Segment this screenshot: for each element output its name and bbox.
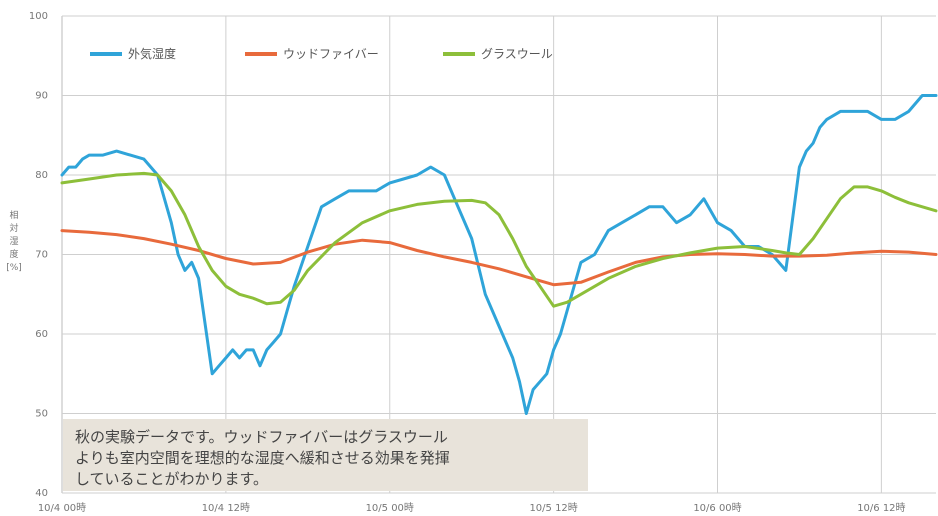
y-axis-label-char: 度	[9, 248, 18, 260]
grid	[61, 15, 936, 494]
y-tick-label: 90	[35, 91, 48, 102]
legend-label: グラスウール	[481, 47, 553, 61]
x-tick-label: 10/4 12時	[202, 502, 250, 514]
y-axis-label-char: [%]	[6, 263, 22, 273]
x-tick-label: 10/4 00時	[38, 502, 86, 514]
series-line	[60, 94, 938, 415]
x-tick-label: 10/6 00時	[693, 502, 741, 514]
legend: 外気湿度 ウッドファイバー グラスウール	[90, 46, 553, 61]
y-tick-label: 40	[35, 488, 48, 499]
y-tick-label: 60	[35, 329, 48, 340]
series-line	[60, 229, 938, 287]
axis-ticks: 40 50 60 70 80 90 100 10/4 00時 10/4 12時 10/5 00時 1…	[29, 11, 906, 514]
series-line	[60, 171, 938, 308]
annotation-box: 秋の実験データです。ウッドファイバーはグラスウール よりも室内空間を理想的な湿度…	[63, 419, 588, 491]
y-tick-label: 50	[35, 409, 48, 420]
x-tick-label: 10/6 12時	[857, 502, 905, 514]
annotation-line-3: していることがわかります。	[75, 470, 269, 488]
y-tick-label: 100	[29, 11, 48, 22]
legend-label: ウッドファイバー	[283, 47, 379, 61]
y-axis-label-char: 相	[9, 209, 18, 221]
legend-label: 外気湿度	[128, 46, 176, 61]
annotation-line-2: よりも室内空間を理想的な湿度へ緩和させる効果を発揮	[75, 449, 450, 467]
x-tick-label: 10/5 12時	[529, 502, 577, 514]
y-axis-label-char: 対	[9, 222, 18, 234]
annotation-line-1: 秋の実験データです。ウッドファイバーはグラスウール	[75, 428, 448, 446]
y-tick-label: 70	[35, 250, 48, 261]
x-tick-label: 10/5 00時	[366, 502, 414, 514]
series-lines	[60, 94, 938, 415]
y-tick-label: 80	[35, 170, 48, 181]
y-axis-label-char: 湿	[9, 236, 18, 247]
